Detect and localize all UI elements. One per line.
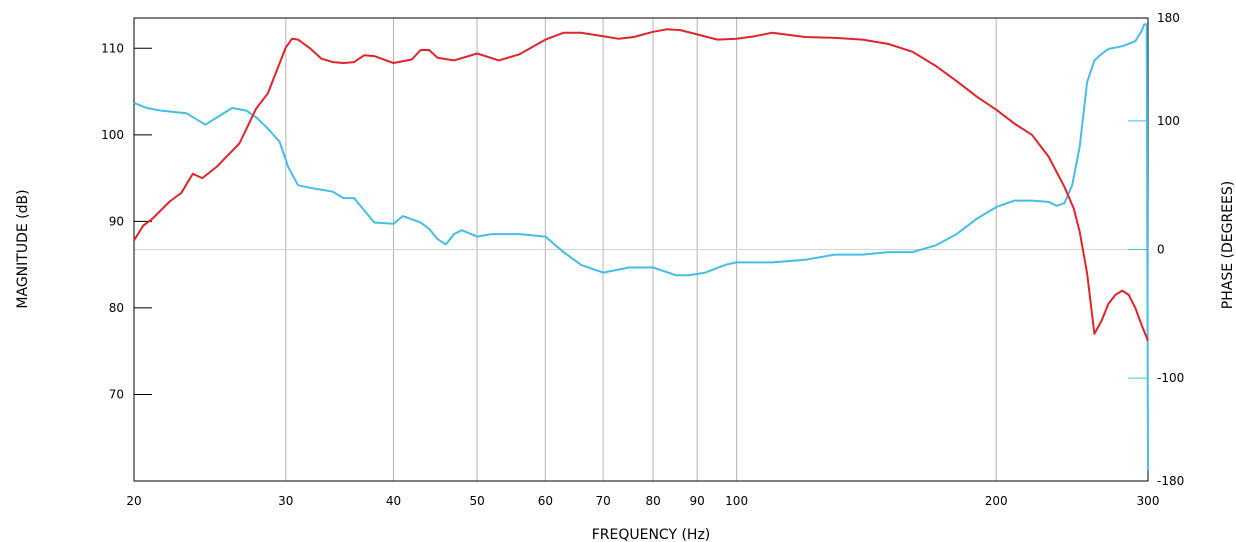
- y2-tick-label: -180: [1157, 474, 1184, 488]
- y-tick-label: 110: [101, 41, 124, 55]
- x-tick-label: 200: [985, 494, 1008, 508]
- x-tick-label: 300: [1137, 494, 1160, 508]
- y2-tick-label: 180: [1157, 11, 1180, 25]
- x-tick-label: 80: [645, 494, 660, 508]
- phase-axis-ticks: -180 -100 0 100 180: [1128, 11, 1184, 488]
- x-tick-label: 20: [126, 494, 141, 508]
- y-tick-label: 90: [109, 214, 124, 228]
- magnitude-axis-ticks: 70 80 90 100 110: [101, 41, 152, 401]
- x-tick-label: 50: [469, 494, 484, 508]
- x-tick-label: 70: [595, 494, 610, 508]
- x-tick-label: 90: [690, 494, 705, 508]
- y-tick-label: 70: [109, 387, 124, 401]
- x-tick-label: 100: [725, 494, 748, 508]
- frequency-axis-ticks: 20 30 40 50 60 70 80 90 100 200 300: [126, 494, 1159, 508]
- y2-axis-title: PHASE (DEGREES): [1220, 181, 1236, 309]
- y2-tick-label: 0: [1157, 243, 1165, 257]
- magnitude-series-line: [133, 28, 1149, 342]
- phase-series-line: [133, 23, 1149, 471]
- y2-tick-label: -100: [1157, 371, 1184, 385]
- y2-tick-label: 100: [1157, 114, 1180, 128]
- x-tick-label: 60: [538, 494, 553, 508]
- x-tick-label: 30: [278, 494, 293, 508]
- y-tick-label: 80: [109, 301, 124, 315]
- x-axis-title: FREQUENCY (Hz): [592, 527, 711, 542]
- y-axis-title: MAGNITUDE (dB): [15, 189, 31, 308]
- x-tick-label: 40: [386, 494, 401, 508]
- y-tick-label: 100: [101, 128, 124, 142]
